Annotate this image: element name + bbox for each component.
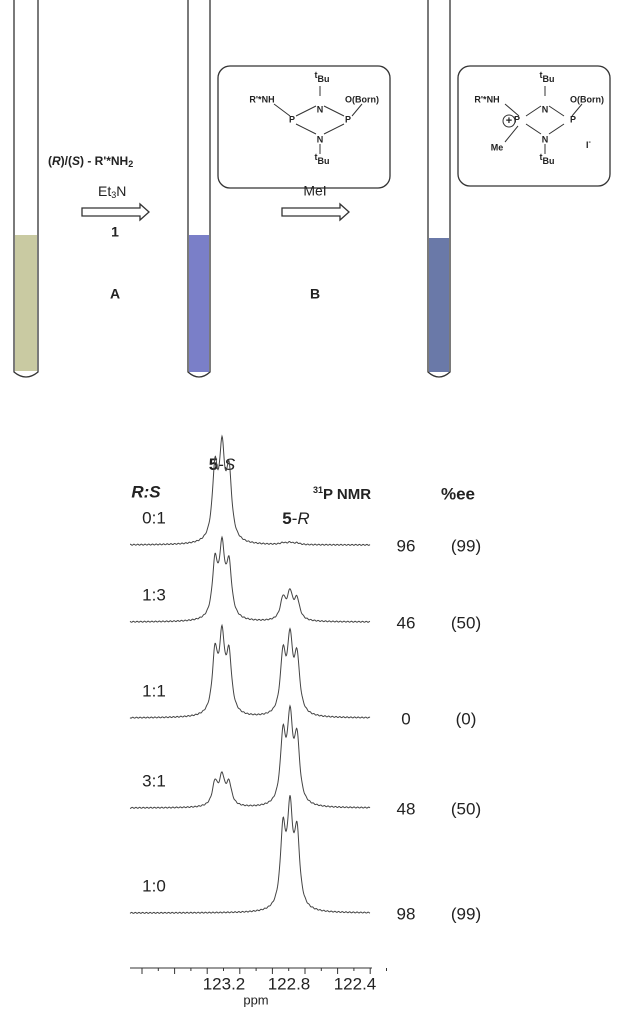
- n-bottom: N: [317, 134, 324, 144]
- spectrum: [129, 535, 371, 623]
- text: Bu: [318, 156, 330, 166]
- p-right: P: [345, 114, 351, 124]
- ee: 96: [397, 536, 416, 555]
- spectrum: [129, 623, 371, 719]
- tbu-bottom: tBu: [540, 152, 555, 166]
- scheme-shapes: [13, 0, 611, 378]
- liquid-c: [429, 238, 449, 372]
- text: I: [586, 140, 589, 150]
- num: 5: [209, 455, 218, 474]
- tick-label: 122.8: [268, 974, 311, 993]
- ratio: 3:1: [142, 771, 166, 790]
- superscript: 31: [313, 485, 323, 495]
- superscript: t: [315, 152, 318, 162]
- charge: +: [506, 115, 512, 127]
- liquid-a: [15, 235, 37, 371]
- bonds-c: [504, 86, 583, 154]
- charge-circle: [502, 114, 516, 128]
- amine: R'*NH: [249, 94, 274, 104]
- ee-ref: (50): [451, 613, 481, 632]
- p-left: P: [514, 114, 520, 124]
- tube-b: [187, 0, 211, 378]
- ee: 0: [401, 709, 410, 728]
- bonds-b: [273, 86, 363, 154]
- ee-header: %ee: [441, 484, 475, 503]
- compound-number: 1: [111, 224, 119, 240]
- arrow-1: [81, 202, 150, 222]
- text: P NMR: [323, 486, 371, 503]
- superscript: t: [540, 70, 543, 80]
- structure-box-b: [217, 65, 391, 189]
- spectrum: [129, 795, 371, 914]
- arrow-2: [281, 202, 350, 222]
- n-top: N: [542, 104, 549, 114]
- n-top: N: [317, 104, 324, 114]
- sep: -: [292, 509, 298, 528]
- p-left: P: [289, 114, 295, 124]
- liquid-b: [189, 235, 209, 372]
- ee: 48: [397, 799, 416, 818]
- tbu-top: tBu: [315, 70, 330, 84]
- ee-ref: (99): [451, 904, 481, 923]
- step-label: A: [110, 286, 120, 302]
- reagent-2: MeI: [303, 183, 326, 199]
- o-group: O(Born): [345, 94, 379, 104]
- o-group: O(Born): [570, 94, 604, 104]
- reagent-1: Et3N: [98, 183, 126, 201]
- peak-label: 5-S: [209, 455, 236, 474]
- amine: R'*NH: [474, 94, 499, 104]
- ee-ref: (0): [456, 709, 477, 728]
- ratio: 1:0: [142, 876, 166, 895]
- methyl: Me: [491, 142, 504, 152]
- ee-ref: (50): [451, 799, 481, 818]
- spectrum: [129, 704, 371, 809]
- text: Bu: [543, 156, 555, 166]
- ratio: 1:3: [142, 585, 166, 604]
- tube-a: [13, 0, 39, 378]
- substrate: (R)/(S) - R'*NH2: [48, 154, 133, 169]
- tube-c: [427, 0, 451, 378]
- ratio-header: R:S: [131, 482, 161, 501]
- peak-label: 5-R: [282, 509, 309, 528]
- tick-label: 123.2: [203, 974, 246, 993]
- sep: -: [218, 455, 224, 474]
- superscript: t: [315, 70, 318, 80]
- tbu-bottom: tBu: [315, 152, 330, 166]
- num: 5: [282, 509, 291, 528]
- ratio: 1:1: [142, 681, 166, 700]
- tbu-top: tBu: [540, 70, 555, 84]
- counterion: I-: [586, 139, 592, 151]
- text: Bu: [318, 74, 330, 84]
- nmr-header: 31P NMR: [313, 485, 371, 503]
- superscript: t: [540, 152, 543, 162]
- spectrum: [129, 434, 371, 546]
- structure-box-c: [457, 65, 611, 187]
- superscript: -: [589, 139, 592, 146]
- tick-label: 122.4: [334, 974, 377, 993]
- text: Bu: [543, 74, 555, 84]
- ee-ref: (99): [451, 536, 481, 555]
- ee: 46: [397, 613, 416, 632]
- enantiomer: R: [297, 509, 309, 528]
- axis-label: ppm: [243, 992, 268, 1007]
- n-bottom: N: [542, 134, 549, 144]
- p-right: P: [570, 114, 576, 124]
- ee: 98: [397, 904, 416, 923]
- ratio: 0:1: [142, 508, 166, 527]
- step-label: B: [310, 286, 320, 302]
